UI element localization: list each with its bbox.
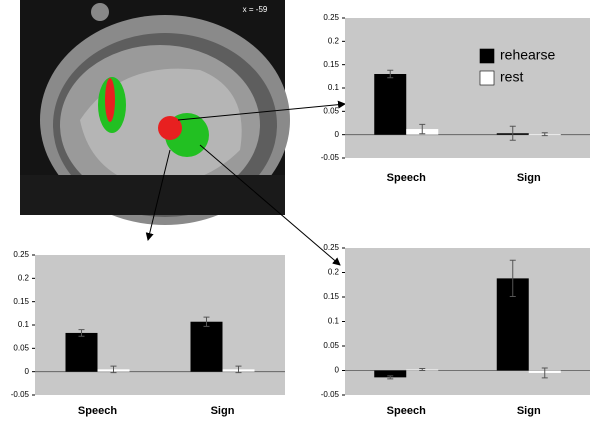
error-bar xyxy=(419,123,426,135)
y-tick-label: -0.05 xyxy=(321,390,340,399)
y-tick-label: 0.25 xyxy=(323,13,339,22)
error-bar xyxy=(509,125,516,141)
legend-label: rehearse xyxy=(500,47,555,63)
y-tick-label: 0 xyxy=(335,130,340,139)
chart: -0.05 0 0.05 0.1 0.15 0.2 0.25 Speech Sign xyxy=(11,250,285,417)
legend-swatch xyxy=(479,48,495,64)
x-tick-label: Sign xyxy=(517,405,541,417)
bar xyxy=(374,74,407,135)
chart: -0.05 0 0.05 0.1 0.15 0.2 0.25 Speech Sign rehear… xyxy=(321,13,590,184)
x-tick-label: Sign xyxy=(211,405,235,417)
y-tick-label: 0.05 xyxy=(323,106,339,115)
error-bar xyxy=(387,375,394,380)
bar xyxy=(65,332,98,372)
y-tick-label: 0.05 xyxy=(323,341,339,350)
y-tick-label: 0.25 xyxy=(13,250,29,259)
brain-image: x = -59 xyxy=(20,0,290,225)
y-tick-label: 0.15 xyxy=(323,292,339,301)
y-tick-label: -0.05 xyxy=(11,390,30,399)
error-bar xyxy=(235,365,242,374)
y-tick-label: 0.15 xyxy=(323,60,339,69)
x-tick-label: Speech xyxy=(387,172,426,184)
legend-label: rest xyxy=(500,69,523,85)
y-tick-label: 0.25 xyxy=(323,243,339,252)
slice-label: x = -59 xyxy=(243,5,268,14)
y-tick-label: 0.05 xyxy=(13,343,29,352)
y-tick-label: 0.1 xyxy=(328,83,340,92)
y-tick-label: 0.2 xyxy=(18,273,30,282)
error-bar xyxy=(541,132,548,137)
error-bar xyxy=(203,316,210,327)
y-tick-label: 0.2 xyxy=(328,36,340,45)
y-tick-label: 0.15 xyxy=(13,297,29,306)
y-tick-label: 0.1 xyxy=(18,320,30,329)
legend-swatch xyxy=(479,70,495,86)
x-tick-label: Sign xyxy=(517,172,541,184)
x-tick-label: Speech xyxy=(78,405,117,417)
error-bar xyxy=(419,368,426,371)
plot-area xyxy=(35,255,285,395)
error-bar xyxy=(509,259,516,298)
error-bar xyxy=(78,329,85,337)
y-tick-label: 0.1 xyxy=(328,317,340,326)
chart: -0.05 0 0.05 0.1 0.15 0.2 0.25 Speech Sign xyxy=(321,243,590,417)
error-bar xyxy=(541,367,548,379)
x-tick-label: Speech xyxy=(387,405,426,417)
y-tick-label: 0.2 xyxy=(328,268,340,277)
y-tick-label: -0.05 xyxy=(321,153,340,162)
y-tick-label: 0 xyxy=(335,366,340,375)
y-tick-label: 0 xyxy=(25,367,30,376)
bar xyxy=(190,321,223,372)
bar xyxy=(374,370,407,378)
arrows xyxy=(145,100,346,266)
error-bar xyxy=(387,69,394,79)
error-bar xyxy=(110,365,117,374)
